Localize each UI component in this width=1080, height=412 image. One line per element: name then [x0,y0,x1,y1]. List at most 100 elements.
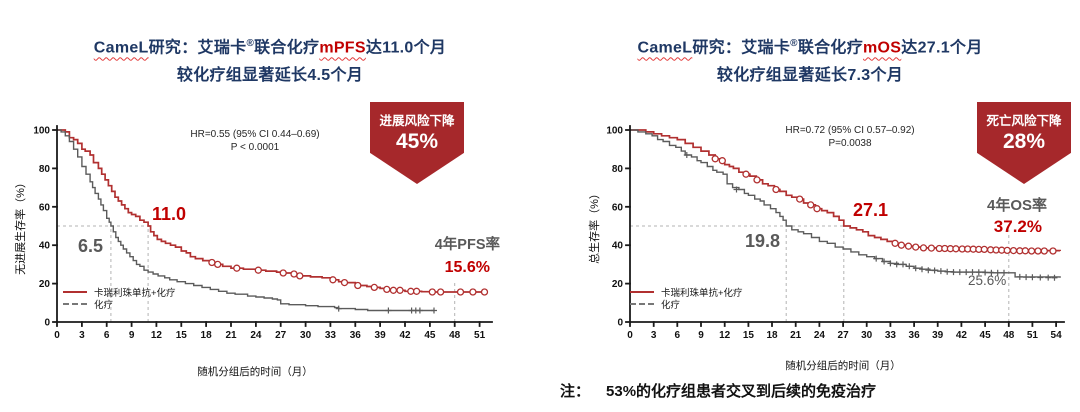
svg-text:54: 54 [1051,330,1063,341]
legend-row-control: 化疗 [63,298,176,311]
pfs-median-treat: 11.0 [152,204,187,224]
os-hr-text: HR=0.72 (95% CI 0.57–0.92) [785,125,915,136]
os-title: CameL研究：艾瑞卡®联合化疗mOS达27.1个月 较化疗组显著延长7.3个月 [540,30,1080,90]
footnote-prefix: 注： [560,383,591,400]
pfs-4yr-value: 15.6% [444,259,490,276]
svg-text:6: 6 [104,330,110,341]
svg-text:6: 6 [675,330,681,341]
svg-text:9: 9 [698,330,704,341]
svg-text:36: 36 [350,330,362,341]
pfs-p-text: P < 0.0001 [230,142,280,153]
svg-text:100: 100 [606,126,623,137]
title-pre: 研究：艾瑞卡 [148,39,247,57]
pfs-hr-annotation: HR=0.55 (95% CI 0.44–0.69) P < 0.0001 [130,128,380,154]
svg-text:42: 42 [956,330,968,341]
svg-text:51: 51 [1027,330,1039,341]
svg-text:0: 0 [627,330,633,341]
treat-legend-label: 卡瑞利珠单抗+化疗 [94,288,176,299]
os-x-axis-label: 随机分组后的时间（月） [785,360,901,372]
title-pre2: 联合化疗 [797,39,864,57]
os-km-chart: 0 3 6 9 12 15 18 21 24 27 30 33 36 39 42 45 48 51 54020406… [587,125,1065,341]
svg-text:21: 21 [790,330,802,341]
svg-text:51: 51 [474,330,486,341]
svg-text:24: 24 [250,330,262,341]
pfs-x-axis-label: 随机分组后的时间（月） [197,366,313,378]
title-camel: CameL [637,39,693,57]
svg-text:40: 40 [612,241,624,252]
pfs-title-line2: 较化疗组显著延长4.5个月 [176,67,364,85]
svg-text:60: 60 [39,202,51,213]
pfs-median-control: 6.5 [78,236,104,256]
pfs-badge-label: 进展风险下降 [379,114,455,128]
svg-text:20: 20 [39,279,51,290]
os-panel: CameL研究：艾瑞卡®联合化疗mOS达27.1个月 较化疗组显著延长7.3个月… [540,0,1080,412]
svg-text:无进展生存率（%）: 无进展生存率（%） [13,177,27,275]
svg-text:36: 36 [909,330,921,341]
title-endpoint-accent: mOS [863,39,902,57]
svg-text:3: 3 [651,330,657,341]
svg-text:24: 24 [814,330,826,341]
os-title-line1: CameL研究：艾瑞卡®联合化疗mOS达27.1个月 [540,30,1080,62]
legend-row-control: 化疗 [630,298,743,311]
os-4yr-value: 37.2% [993,217,1042,236]
title-post: 达11.0个月 [365,39,447,57]
os-median-treat: 27.1 [853,200,889,220]
treat-line-swatch [63,291,87,293]
svg-text:27: 27 [275,330,287,341]
svg-text:45: 45 [424,330,436,341]
treat-line-swatch [630,291,654,293]
title-camel: CameL [93,39,149,57]
svg-text:3: 3 [79,330,85,341]
pfs-hr-text: HR=0.55 (95% CI 0.44–0.69) [190,129,320,140]
svg-text:0: 0 [54,330,60,341]
title-endpoint-accent: mPFS [319,39,366,57]
control-legend-label: 化疗 [94,300,114,311]
os-median-control: 19.8 [745,231,781,251]
svg-text:30: 30 [861,330,873,341]
svg-text:18: 18 [201,330,213,341]
os-p-text: P=0.0038 [828,138,872,149]
os-hr-annotation: HR=0.72 (95% CI 0.57–0.92) P=0.0038 [720,124,980,150]
legend-row-treat: 卡瑞利珠单抗+化疗 [63,286,176,299]
svg-text:18: 18 [766,330,778,341]
svg-text:48: 48 [1003,330,1015,341]
pfs-4yr-label: 4年PFS率 [434,237,500,253]
os-legend: 卡瑞利珠单抗+化疗 化疗 [630,286,743,311]
svg-text:12: 12 [719,330,731,341]
svg-text:20: 20 [612,279,624,290]
svg-text:0: 0 [617,318,623,329]
registered-mark: ® [790,38,798,49]
svg-text:12: 12 [151,330,163,341]
footnote: 注： 53%的化疗组患者交叉到后续的免疫治疗 [560,380,876,401]
svg-text:42: 42 [399,330,411,341]
os-4yr-control-value: 25.6% [968,273,1007,288]
svg-text:45: 45 [980,330,992,341]
registered-mark: ® [246,38,255,49]
pfs-panel: CameL研究：艾瑞卡®联合化疗mPFS达11.0个月 较化疗组显著延长4.5个… [0,30,540,378]
os-title-line2: 较化疗组显著延长7.3个月 [716,67,904,85]
pfs-title: CameL研究：艾瑞卡®联合化疗mPFS达11.0个月 较化疗组显著延长4.5个… [0,30,540,90]
treat-legend-label: 卡瑞利珠单抗+化疗 [661,288,743,299]
svg-text:80: 80 [39,164,51,175]
svg-text:30: 30 [300,330,312,341]
pfs-title-line1: CameL研究：艾瑞卡®联合化疗mPFS达11.0个月 [0,30,540,62]
control-line-swatch [630,303,654,305]
pfs-badge-value: 45% [395,130,439,153]
os-4yr-label: 4年OS率 [986,197,1047,214]
svg-text:总生存率（%）: 总生存率（%） [587,188,601,264]
footnote-text: 53%的化疗组患者交叉到后续的免疫治疗 [606,383,877,400]
svg-text:15: 15 [743,330,755,341]
svg-text:48: 48 [449,330,461,341]
svg-text:100: 100 [33,126,50,137]
legend-row-treat: 卡瑞利珠单抗+化疗 [630,286,743,299]
svg-text:15: 15 [176,330,188,341]
svg-text:9: 9 [129,330,135,341]
svg-text:33: 33 [325,330,337,341]
pfs-km-chart: 0 3 6 9 12 15 18 21 24 27 30 33 36 39 42 45 48 5102040608… [13,125,493,341]
svg-text:39: 39 [932,330,944,341]
svg-text:80: 80 [612,164,624,175]
svg-text:40: 40 [39,241,51,252]
title-pre: 研究：艾瑞卡 [692,39,791,57]
control-legend-label: 化疗 [661,300,681,311]
